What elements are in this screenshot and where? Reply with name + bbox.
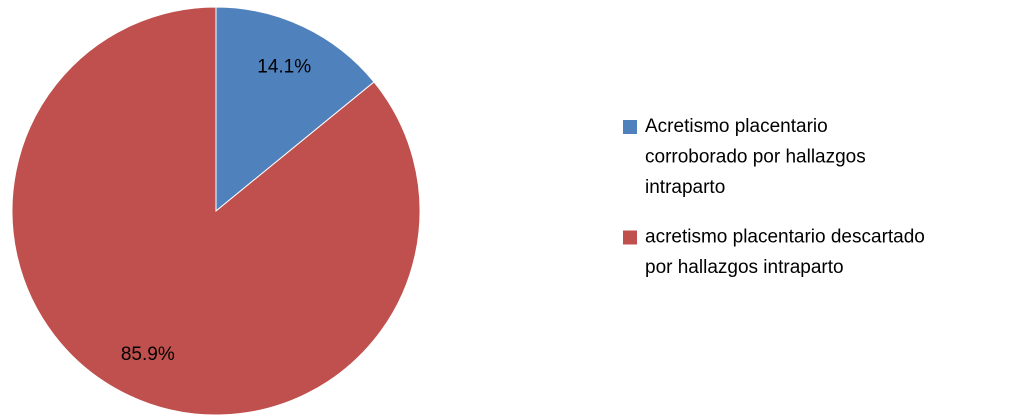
legend-swatch xyxy=(623,230,637,245)
data-label: 14.1% xyxy=(257,56,311,77)
pie-slice xyxy=(11,6,421,416)
pie-slice xyxy=(215,6,375,213)
legend-swatch xyxy=(623,120,637,134)
legend-label: acretismo placentario descartado por hall… xyxy=(645,227,925,279)
data-label: 85.9% xyxy=(121,344,175,365)
legend-label: Acretismo placentario corroborado por hal… xyxy=(645,116,866,198)
